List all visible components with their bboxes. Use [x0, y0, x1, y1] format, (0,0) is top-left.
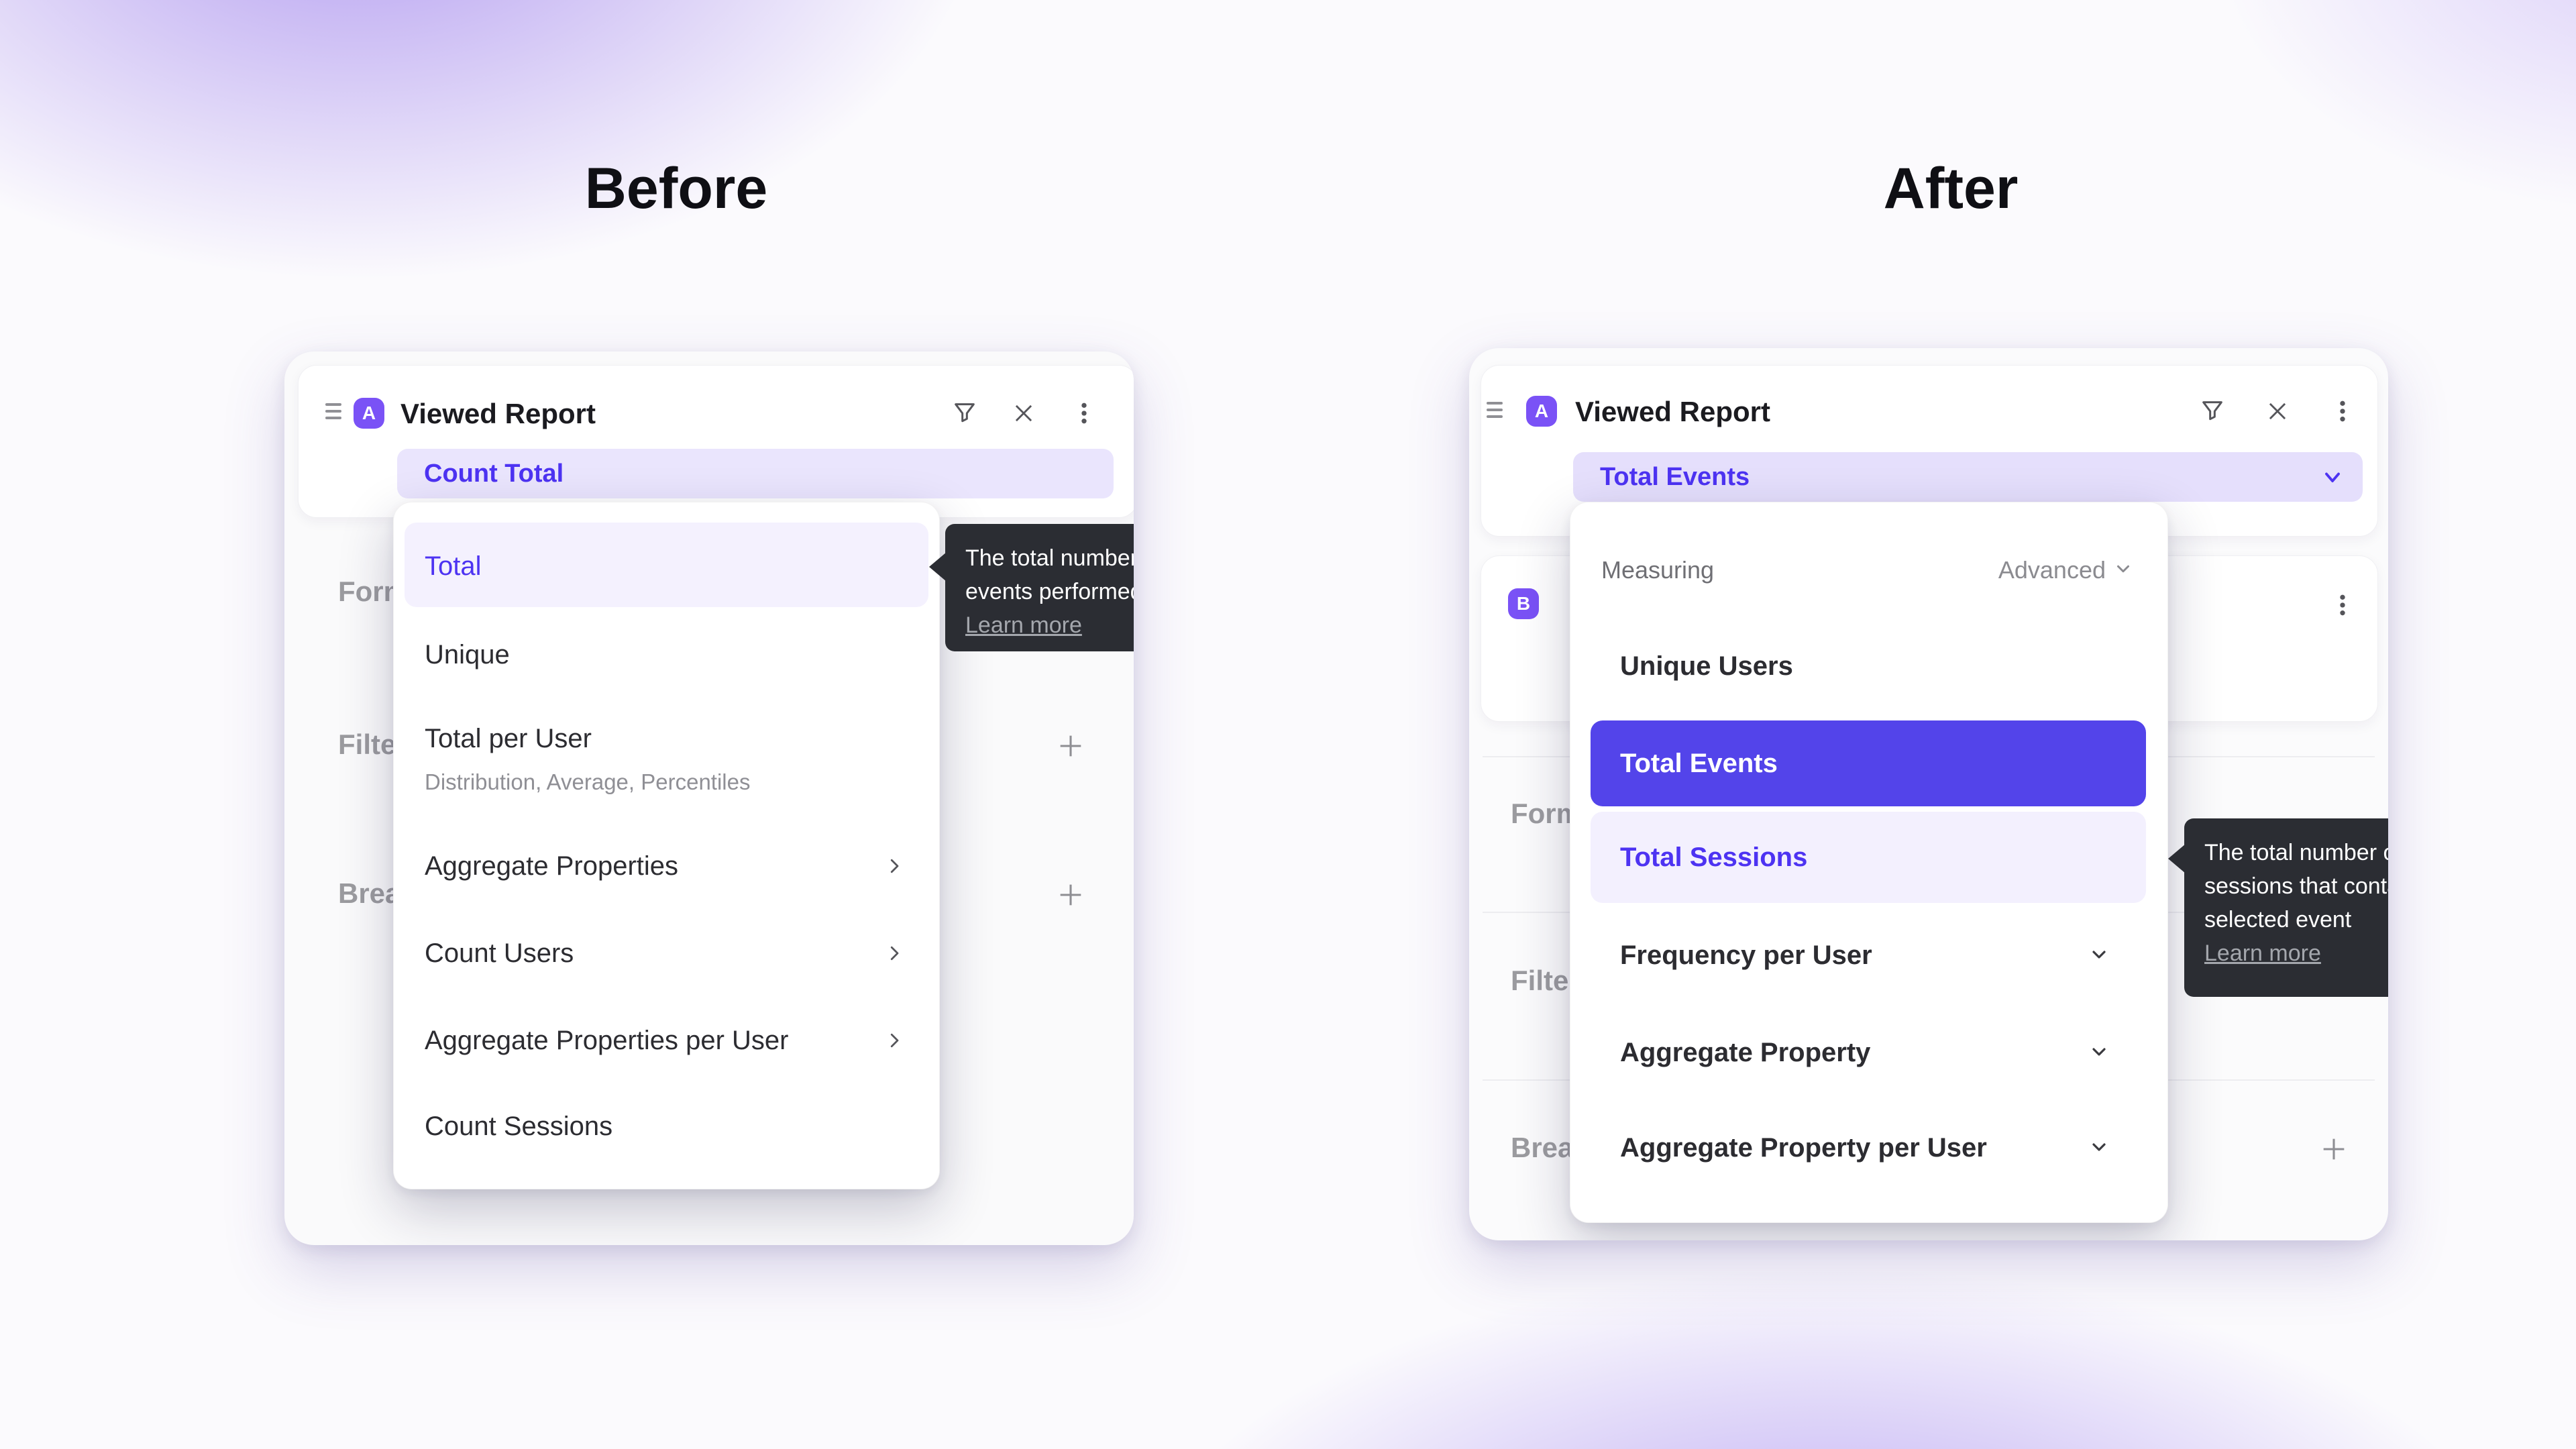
event-title: Viewed Report — [400, 398, 596, 429]
close-icon[interactable] — [1007, 396, 1040, 430]
menu-item-total-sessions[interactable]: Total Sessions — [1591, 812, 2146, 903]
menu-item-aggregate-properties-per-user[interactable]: Aggregate Properties per User — [425, 1026, 789, 1055]
row-label-filter: Filter — [1511, 965, 1580, 996]
add-breakdown-button[interactable] — [2316, 1132, 2351, 1167]
measurement-menu: Total Unique Total per User Distribution… — [393, 502, 940, 1189]
event-badge: A — [1526, 396, 1557, 427]
metric-pill[interactable]: Count Total — [397, 449, 1114, 498]
add-breakdown-button[interactable] — [1053, 877, 1088, 912]
chevron-down-icon — [2110, 553, 2137, 584]
chevron-right-icon — [882, 851, 906, 881]
tooltip-line: The total number of — [2204, 840, 2388, 865]
tooltip-line: selected event — [2204, 907, 2352, 932]
add-filter-button[interactable] — [1053, 729, 1088, 763]
metric-pill-label: Count Total — [424, 459, 564, 488]
kebab-menu-icon[interactable] — [1067, 396, 1101, 430]
chevron-down-icon — [2086, 1036, 2112, 1067]
chevron-right-icon — [882, 938, 906, 968]
menu-item-label: Total — [425, 551, 482, 581]
menu-item-aggregate-properties[interactable]: Aggregate Properties — [425, 851, 679, 881]
measuring-label: Measuring — [1601, 556, 1715, 584]
before-heading: Before — [584, 156, 768, 221]
menu-item-total-per-user-sublabel: Distribution, Average, Percentiles — [425, 769, 751, 794]
advanced-selector[interactable]: Advanced — [1998, 556, 2106, 584]
tooltip-arrow — [929, 552, 947, 582]
menu-item-unique[interactable]: Unique — [425, 640, 510, 669]
tooltip-line: sessions that contain — [2204, 873, 2388, 899]
menu-item-count-sessions[interactable]: Count Sessions — [425, 1112, 613, 1141]
metric-pill[interactable]: Total Events — [1573, 452, 2363, 502]
query-card-a: A Viewed Report Count Total — [298, 365, 1134, 518]
drag-handle-icon[interactable] — [1487, 398, 1503, 422]
event-badge: A — [354, 398, 384, 429]
menu-item-aggregate-property[interactable]: Aggregate Property — [1620, 1038, 1871, 1067]
tooltip-arrow — [2168, 844, 2186, 873]
filter-icon[interactable] — [2196, 394, 2229, 428]
event-badge: B — [1508, 588, 1539, 619]
event-title: Viewed Report — [1575, 396, 1770, 427]
tooltip-total-sessions: The total number of sessions that contai… — [2168, 818, 2388, 997]
tooltip-line: The total number of — [965, 545, 1134, 571]
chevron-down-icon — [2086, 1132, 2112, 1163]
menu-item-label: Total Events — [1620, 749, 1778, 778]
tooltip-line: events performed — [965, 579, 1134, 604]
learn-more-link[interactable]: Learn more — [965, 612, 1082, 638]
tooltip-total: The total number of events performed Lea… — [929, 524, 1134, 651]
metric-pill-label: Total Events — [1600, 462, 1750, 491]
chevron-down-icon — [2086, 939, 2112, 970]
after-panel: A Viewed Report Total Events B Formula F… — [1469, 348, 2388, 1240]
menu-item-label: Total Sessions — [1620, 843, 1808, 872]
menu-item-aggregate-property-per-user[interactable]: Aggregate Property per User — [1620, 1133, 1987, 1163]
menu-item-total-per-user[interactable]: Total per User — [425, 724, 592, 753]
menu-item-total[interactable]: Total — [405, 523, 928, 607]
before-panel: A Viewed Report Count Total Formula Filt… — [284, 352, 1134, 1245]
kebab-menu-icon[interactable] — [2326, 394, 2359, 428]
measuring-menu: Measuring Advanced Unique Users Total Ev… — [1570, 502, 2168, 1223]
menu-item-frequency-per-user[interactable]: Frequency per User — [1620, 941, 1872, 970]
kebab-menu-icon[interactable] — [2326, 588, 2359, 622]
chevron-down-icon — [2317, 462, 2348, 492]
menu-item-unique-users[interactable]: Unique Users — [1620, 651, 1793, 681]
learn-more-link[interactable]: Learn more — [2204, 941, 2321, 966]
menu-item-count-users[interactable]: Count Users — [425, 938, 574, 968]
drag-handle-icon[interactable] — [325, 399, 341, 423]
close-icon[interactable] — [2261, 394, 2294, 428]
after-heading: After — [1883, 156, 2019, 221]
menu-item-total-events-selected[interactable]: Total Events — [1591, 720, 2146, 806]
filter-icon[interactable] — [948, 396, 981, 430]
chevron-right-icon — [882, 1026, 906, 1055]
